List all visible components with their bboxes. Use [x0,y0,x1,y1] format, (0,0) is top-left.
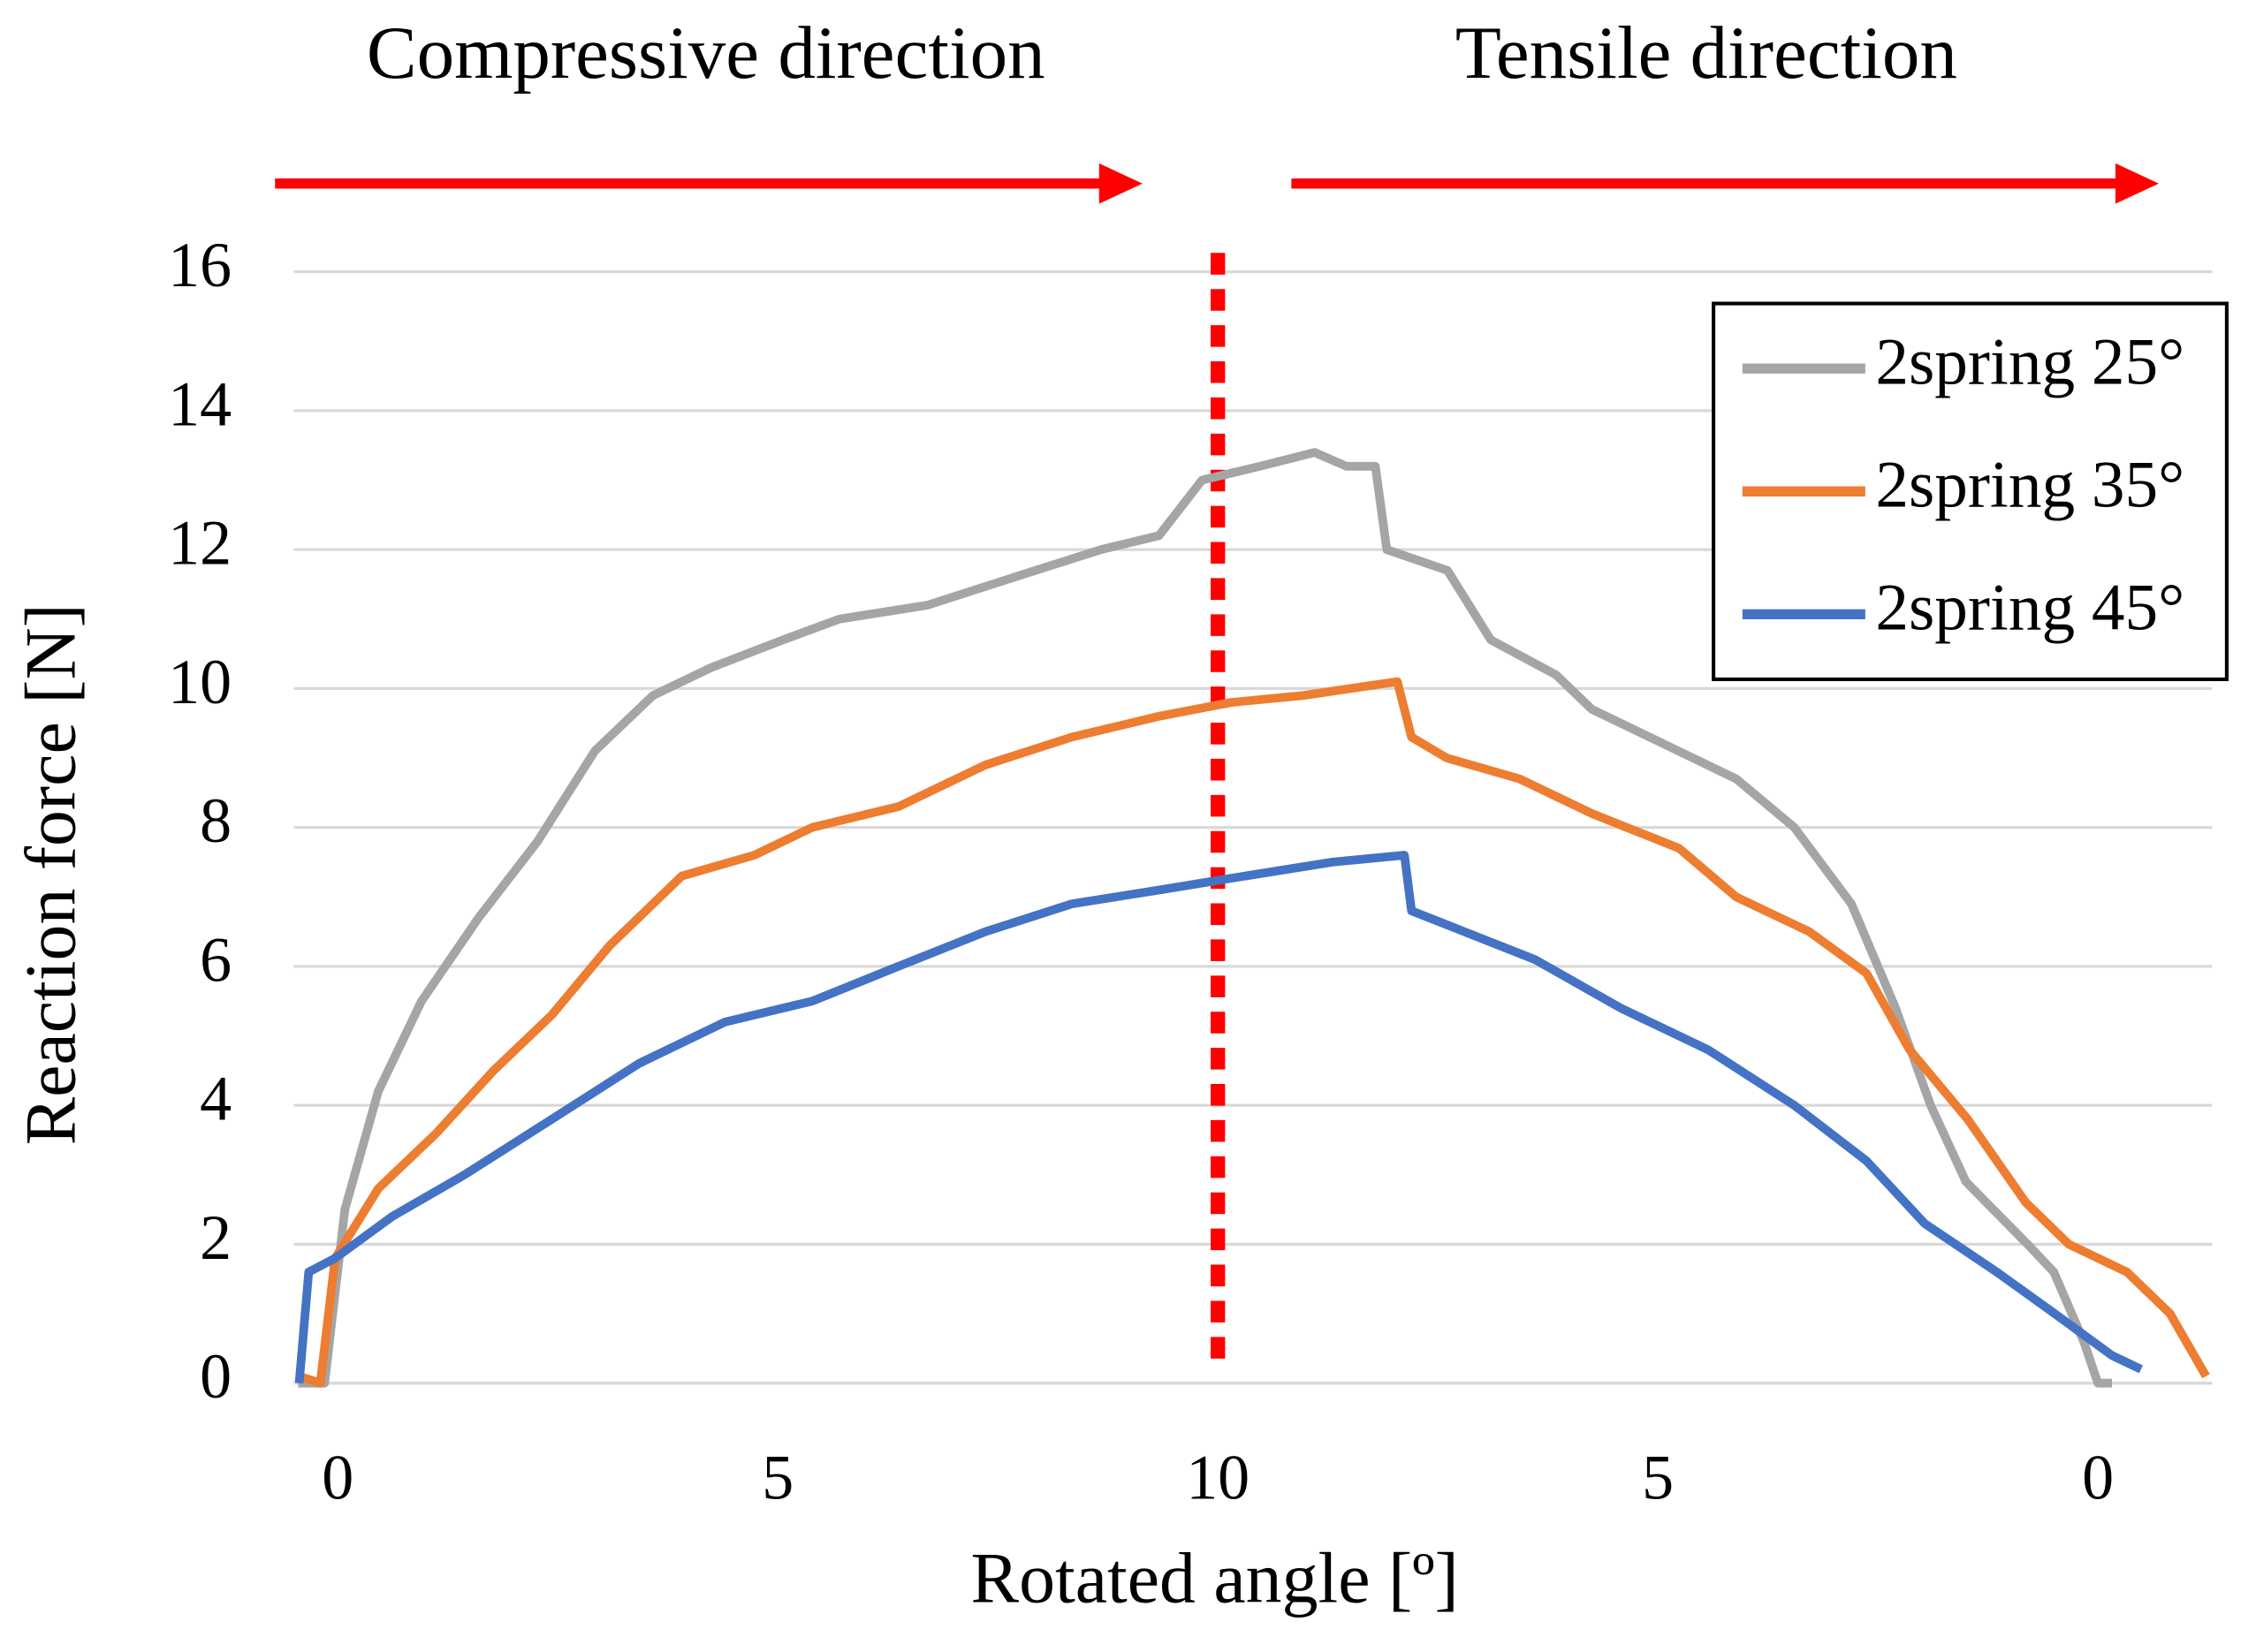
y-tick-label: 6 [200,924,232,995]
annotation: Tensile direction [1455,11,1957,95]
x-tick-label: 0 [322,1443,353,1513]
y-tick-label: 16 [168,230,232,300]
arrow-head [2115,163,2160,204]
y-axis-title: Reaction force [N] [11,603,91,1145]
series-line [298,448,2112,1388]
legend-label: 2spring 45° [1875,572,2184,645]
plot: 0 2 4 6 8 10 12 14 16 0 5 10 5 0 2spring 25° 2spring 35… [168,230,2229,1513]
annotation: Compressive direction [367,11,1045,95]
x-tick-label: 10 [1186,1443,1250,1513]
y-tick-label: 10 [168,647,232,717]
x-tick-label: 0 [2082,1443,2114,1513]
series-line [294,851,2143,1384]
legend-label: 2spring 35° [1875,449,2184,522]
x-tick-label: 5 [762,1443,794,1513]
legend-label: 2spring 25° [1875,325,2184,398]
arrow-head [1098,163,1143,204]
x-tick-label: 5 [1642,1443,1674,1513]
y-tick-label: 0 [200,1341,232,1412]
y-tick-label: 2 [200,1202,232,1273]
y-tick-label: 8 [200,785,232,856]
y-tick-label: 14 [168,368,232,439]
y-tick-label: 12 [168,508,232,579]
y-tick-label: 4 [200,1064,232,1134]
series-line [298,677,2210,1388]
x-axis-title: Rotated angle [º] [971,1538,1459,1618]
